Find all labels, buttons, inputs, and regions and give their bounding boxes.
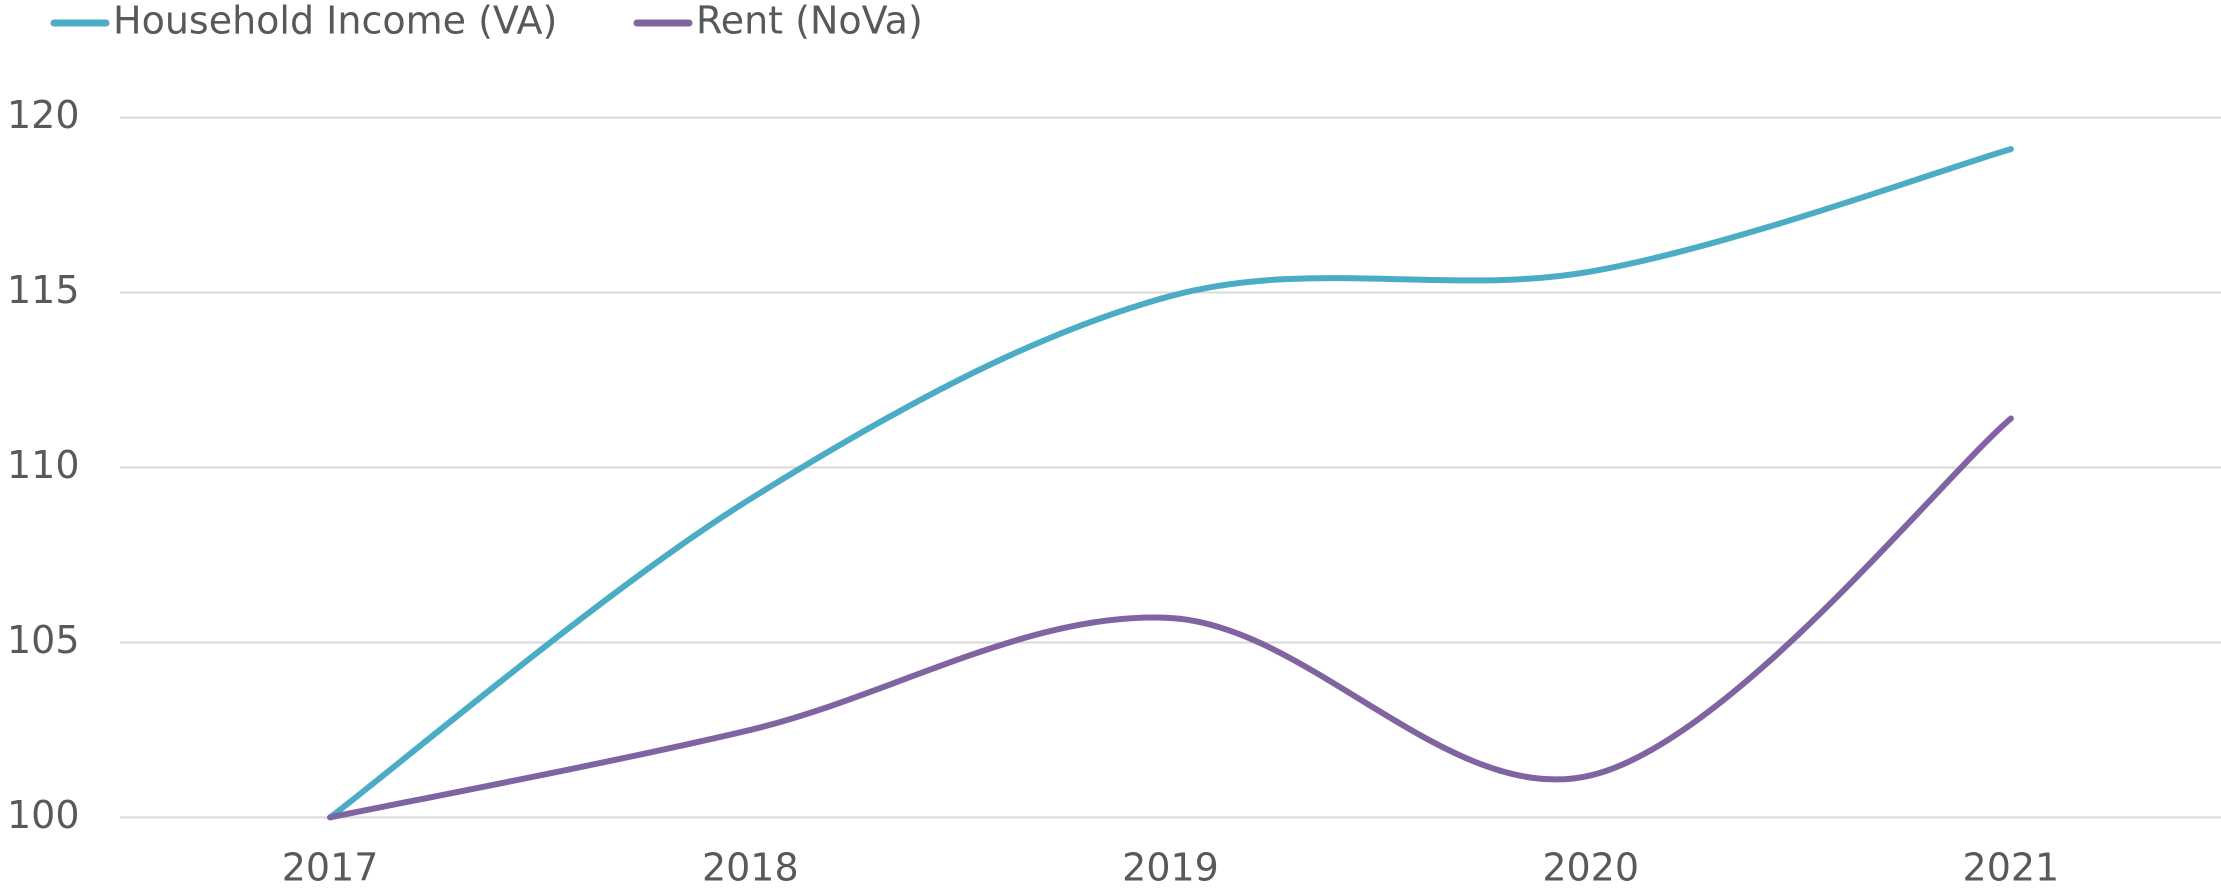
- x-tick-label: 2019: [1122, 846, 1219, 890]
- x-tick-label: 2021: [1963, 846, 2060, 890]
- y-tick-label: 115: [7, 268, 80, 312]
- y-tick-label: 120: [7, 93, 80, 137]
- y-tick-label: 105: [7, 618, 80, 662]
- legend-label: Household Income (VA): [113, 0, 557, 43]
- y-tick-label: 110: [7, 443, 80, 487]
- y-tick-label: 100: [7, 793, 80, 837]
- series-line: [327, 415, 2014, 821]
- x-tick-label: 2020: [1542, 846, 1639, 890]
- legend-label: Rent (NoVa): [696, 0, 923, 43]
- x-tick-label: 2018: [702, 846, 799, 890]
- x-tick-label: 2017: [282, 846, 379, 890]
- series-line: [327, 146, 2014, 821]
